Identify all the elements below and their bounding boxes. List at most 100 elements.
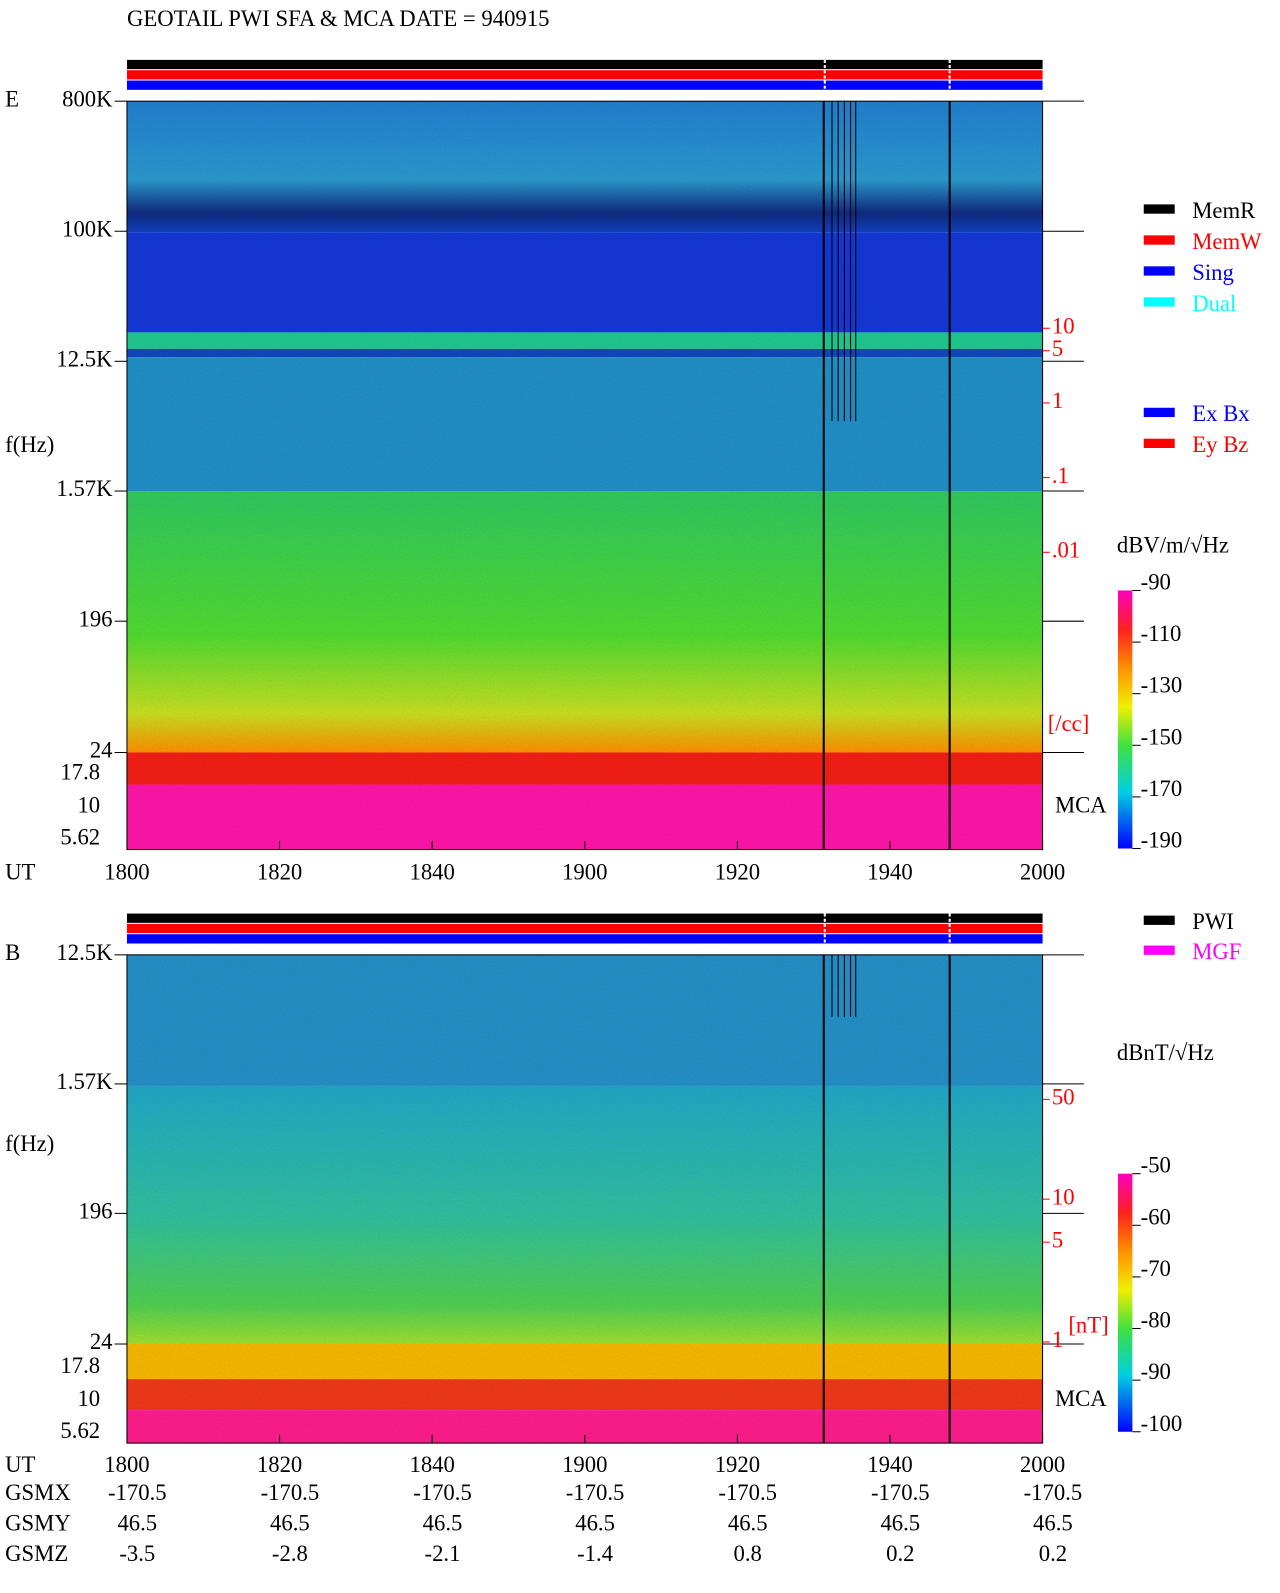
colorbar-tick-label: -90 xyxy=(1141,569,1171,594)
orbit-value: -3.5 xyxy=(119,1541,155,1566)
orbit-value: 0.2 xyxy=(1039,1541,1067,1566)
status-bar-memw xyxy=(126,70,1043,80)
x-tick-label: 1820 xyxy=(257,860,302,885)
colorbar-tick-label: -150 xyxy=(1141,724,1183,749)
orbit-value: -170.5 xyxy=(261,1480,320,1505)
mca-channel-label: 10 xyxy=(77,1386,100,1411)
x-axis-label: UT xyxy=(5,860,35,885)
figure-title: GEOTAIL PWI SFA & MCA DATE = 940915 xyxy=(127,6,550,31)
status-bar-memr xyxy=(126,59,1043,70)
mca-channel-label: 17.8 xyxy=(60,1353,100,1378)
y2-tick-label: 1 xyxy=(1052,388,1063,413)
orbit-row-label: GSMY xyxy=(5,1510,71,1535)
y-tick-label: 196 xyxy=(78,606,112,631)
y2-axis-label: [/cc] xyxy=(1048,711,1090,736)
y-tick-label: 24 xyxy=(90,738,113,763)
mca-channel-label: 5.62 xyxy=(60,824,100,849)
orbit-value: 46.5 xyxy=(423,1510,463,1535)
orbit-value: 46.5 xyxy=(1033,1510,1073,1535)
mca-channel-label: 5.62 xyxy=(60,1418,100,1443)
orbit-value: -170.5 xyxy=(566,1480,625,1505)
legend-swatch xyxy=(1143,204,1175,214)
legend-swatch xyxy=(1143,438,1175,449)
y2-tick-label: 10 xyxy=(1052,1184,1075,1209)
y-tick-label: 100K xyxy=(62,216,113,241)
orbit-value: -170.5 xyxy=(108,1480,167,1505)
mca-label: MCA xyxy=(1055,792,1107,817)
legend-label: MemW xyxy=(1192,229,1262,254)
colorbar-tick-label: -80 xyxy=(1141,1308,1171,1333)
y-axis-label: f(Hz) xyxy=(5,432,54,457)
legend-swatch xyxy=(1143,407,1175,418)
x-tick-label: 1820 xyxy=(257,1452,302,1477)
x-tick-label: 1900 xyxy=(562,1452,607,1477)
legend-swatch xyxy=(1143,235,1175,245)
x-axis-label: UT xyxy=(5,1452,35,1477)
panels: 800K100K12.5K1.57K1962417.8105.62MCAEf(H… xyxy=(5,59,1262,1566)
colorbar-tick-label: -190 xyxy=(1141,828,1183,853)
orbit-value: 46.5 xyxy=(575,1510,615,1535)
x-tick-label: 1920 xyxy=(715,1452,760,1477)
mca-channel-label: 10 xyxy=(77,792,100,817)
y2-tick-label: 50 xyxy=(1052,1085,1075,1110)
orbit-value: -170.5 xyxy=(718,1480,777,1505)
x-tick-label: 1800 xyxy=(104,860,149,885)
orbit-value: -2.8 xyxy=(272,1541,308,1566)
orbit-value: 0.8 xyxy=(734,1541,762,1566)
y-tick-label: 196 xyxy=(78,1199,112,1224)
y2-tick-label: 10 xyxy=(1052,313,1075,338)
y-tick-label: 12.5K xyxy=(56,346,113,371)
x-tick-label: 2000 xyxy=(1020,860,1065,885)
status-bar-memr xyxy=(126,913,1043,923)
x-tick-label: 1800 xyxy=(104,1452,149,1477)
x-tick-label: 1940 xyxy=(867,1452,912,1477)
legend-label: Dual xyxy=(1192,291,1236,316)
orbit-value: 46.5 xyxy=(117,1510,157,1535)
y2-axis-label: [nT] xyxy=(1068,1313,1108,1338)
x-tick-label: 2000 xyxy=(1020,1452,1065,1477)
orbit-value: -2.1 xyxy=(425,1541,461,1566)
status-bar-memw xyxy=(126,923,1043,934)
legend-swatch xyxy=(1143,297,1175,307)
colorbar-tick-label: -110 xyxy=(1141,621,1182,646)
legend-swatch xyxy=(1143,945,1175,955)
colorbar-tick-label: -90 xyxy=(1141,1359,1171,1384)
y-tick-label: 1.57K xyxy=(56,476,113,501)
colorbar-tick-label: -100 xyxy=(1141,1411,1183,1436)
orbit-row-label: GSMZ xyxy=(5,1541,68,1566)
orbit-value: 46.5 xyxy=(270,1510,310,1535)
panel-label: B xyxy=(5,940,20,965)
colorbar-label: dBV/m/√Hz xyxy=(1117,532,1229,557)
y2-tick-label: 5 xyxy=(1052,1227,1063,1252)
legend-label: PWI xyxy=(1192,909,1234,934)
x-tick-label: 1900 xyxy=(562,860,607,885)
legend-label: Sing xyxy=(1192,260,1234,285)
legend-label: Ey Bz xyxy=(1192,432,1248,457)
colorbar-label: dBnT/√Hz xyxy=(1117,1040,1214,1065)
orbit-value: -170.5 xyxy=(871,1480,930,1505)
colorbar-tick-label: -60 xyxy=(1141,1204,1171,1229)
orbit-value: -1.4 xyxy=(577,1541,613,1566)
x-tick-label: 1940 xyxy=(867,860,912,885)
legend-label: MGF xyxy=(1192,939,1241,964)
spectrogram-texture xyxy=(126,101,1043,850)
colorbar xyxy=(1117,590,1133,849)
y2-tick-label: 5 xyxy=(1052,336,1063,361)
legend-label: MemR xyxy=(1192,198,1256,223)
status-bar-sing xyxy=(126,80,1043,90)
x-tick-label: 1920 xyxy=(715,860,760,885)
legend-swatch xyxy=(1143,915,1175,925)
colorbar-tick-label: -50 xyxy=(1141,1153,1171,1178)
status-bar-sing xyxy=(126,934,1043,944)
y2-tick-label: 1 xyxy=(1052,1327,1063,1352)
orbit-value: -170.5 xyxy=(413,1480,472,1505)
orbit-value: 46.5 xyxy=(880,1510,920,1535)
panel-label: E xyxy=(5,86,19,111)
orbit-row-label: GSMX xyxy=(5,1480,71,1505)
orbit-value: 0.2 xyxy=(886,1541,914,1566)
y-axis-label: f(Hz) xyxy=(5,1131,54,1156)
x-tick-label: 1840 xyxy=(409,860,454,885)
mca-channel-label: 17.8 xyxy=(60,759,100,784)
